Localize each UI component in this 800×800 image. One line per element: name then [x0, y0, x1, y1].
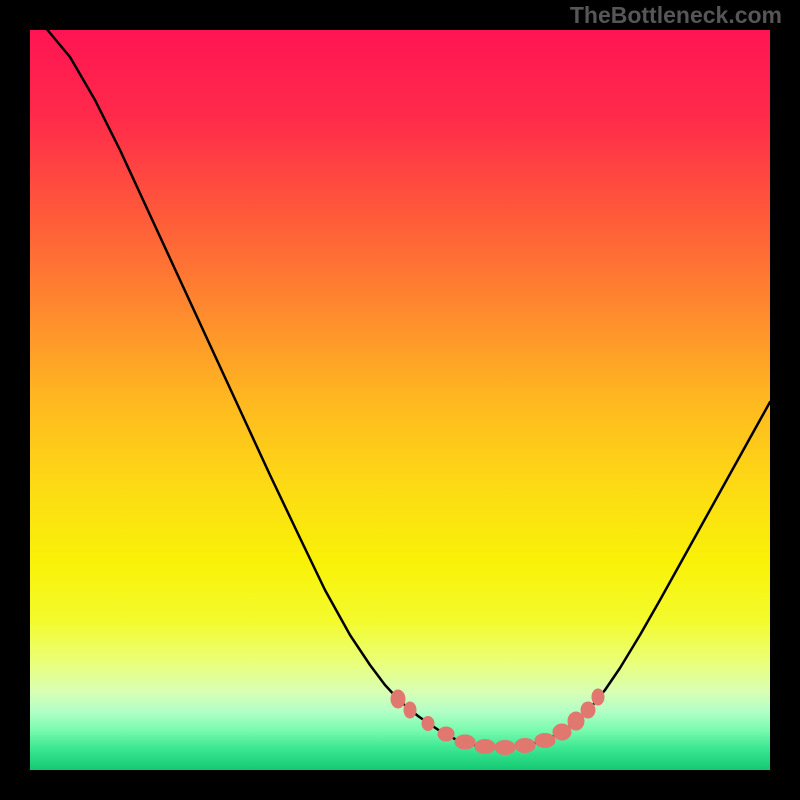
- marker-dot: [495, 741, 515, 755]
- marker-dot: [581, 702, 595, 718]
- chart-canvas: TheBottleneck.com: [0, 0, 800, 800]
- marker-dot: [515, 739, 535, 753]
- marker-dot: [568, 712, 584, 730]
- marker-dot: [422, 717, 434, 731]
- marker-dot: [391, 690, 405, 708]
- gradient-plot-svg: [0, 0, 800, 800]
- marker-dot: [553, 724, 571, 740]
- marker-dot: [455, 735, 475, 749]
- marker-dot: [438, 727, 454, 741]
- plot-area-gradient: [30, 30, 770, 770]
- marker-dot: [475, 740, 495, 754]
- marker-dot: [592, 689, 604, 705]
- marker-dot: [535, 734, 555, 748]
- marker-dot: [404, 702, 416, 718]
